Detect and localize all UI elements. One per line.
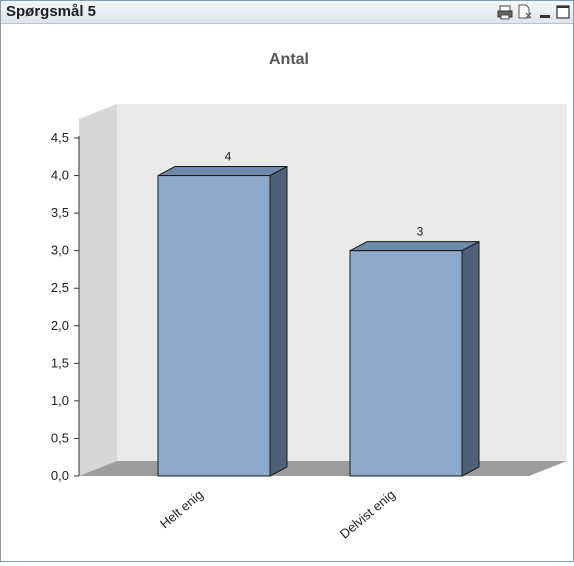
- window-titlebar: Spørgsmål 5: [1, 1, 573, 24]
- x-tick-label: Helt enig: [157, 487, 206, 531]
- maximize-icon[interactable]: [555, 4, 571, 20]
- y-axis: 0,0 0,5 1,0 1,5 2,0 2,5 3,0 3,5 4,0 4,5: [51, 130, 80, 483]
- chart-walls: [79, 104, 567, 476]
- data-label: 4: [225, 150, 232, 164]
- bar-top: [349, 241, 480, 252]
- floor: [79, 461, 567, 476]
- y-tick-label: 0,0: [51, 468, 69, 483]
- bar-top: [157, 166, 288, 177]
- minimize-icon[interactable]: [537, 4, 553, 20]
- bar-front: [349, 250, 463, 477]
- y-tick-label: 3,0: [51, 243, 69, 258]
- y-tick-label: 1,5: [51, 355, 69, 370]
- y-tick-label: 4,0: [51, 168, 69, 183]
- x-axis: Helt enig Delvist enig: [157, 487, 398, 542]
- bars: [157, 165, 480, 477]
- window-title: Spørgsmål 5: [6, 3, 97, 20]
- data-labels: 43: [225, 150, 424, 239]
- print-icon[interactable]: [497, 4, 513, 20]
- export-excel-icon[interactable]: [517, 4, 533, 20]
- x-tick-label: Delvist enig: [337, 487, 398, 542]
- bar-front: [157, 175, 271, 477]
- bar-chart: Antal 0,00,51,01,52,02,53,03,54,04,5 43 …: [51, 51, 567, 542]
- bar-side: [269, 165, 288, 477]
- y-tick-label: 4,5: [51, 130, 69, 145]
- data-label: 3: [417, 225, 424, 239]
- y-tick-label: 2,0: [51, 318, 69, 333]
- y-tick-label: 2,5: [51, 280, 69, 295]
- y-tick-label: 3,5: [51, 205, 69, 220]
- side-wall: [79, 104, 117, 476]
- bar-side: [461, 240, 480, 477]
- y-tick-label: 0,5: [51, 430, 69, 445]
- bar: [349, 240, 480, 477]
- y-tick-label: 1,0: [51, 393, 69, 408]
- bar: [157, 165, 288, 477]
- chart-title: Antal: [269, 51, 309, 68]
